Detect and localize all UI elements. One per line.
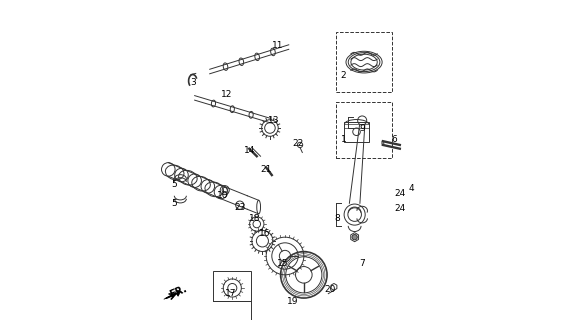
Text: 9: 9 xyxy=(359,124,365,132)
Text: 2: 2 xyxy=(340,71,346,80)
Text: 4: 4 xyxy=(408,184,414,193)
Text: 5: 5 xyxy=(171,199,177,208)
Text: 1: 1 xyxy=(340,135,346,144)
Text: 14: 14 xyxy=(243,146,255,155)
Text: 19: 19 xyxy=(287,297,298,306)
Text: 15: 15 xyxy=(278,259,289,268)
Text: 13: 13 xyxy=(268,116,279,125)
Polygon shape xyxy=(164,290,181,299)
Bar xyxy=(344,122,369,142)
Text: 8: 8 xyxy=(335,214,341,223)
Text: 21: 21 xyxy=(260,165,272,174)
Text: 18: 18 xyxy=(249,214,260,223)
Circle shape xyxy=(352,235,357,240)
Text: 20: 20 xyxy=(324,285,336,294)
Text: 10: 10 xyxy=(217,191,229,200)
Text: 12: 12 xyxy=(221,90,233,99)
Text: 7: 7 xyxy=(359,259,365,268)
Bar xyxy=(336,102,392,158)
Text: FR.: FR. xyxy=(168,283,188,300)
Text: 24: 24 xyxy=(394,204,405,213)
Text: 5: 5 xyxy=(171,180,177,189)
Text: 6: 6 xyxy=(391,135,397,144)
Bar xyxy=(336,32,392,92)
Text: 22: 22 xyxy=(292,139,304,148)
Text: 23: 23 xyxy=(234,203,246,212)
Text: 17: 17 xyxy=(225,289,236,298)
Text: 16: 16 xyxy=(259,229,270,238)
Bar xyxy=(214,271,251,301)
Text: 3: 3 xyxy=(190,78,196,87)
Text: 24: 24 xyxy=(394,189,405,198)
Text: 11: 11 xyxy=(272,41,283,50)
